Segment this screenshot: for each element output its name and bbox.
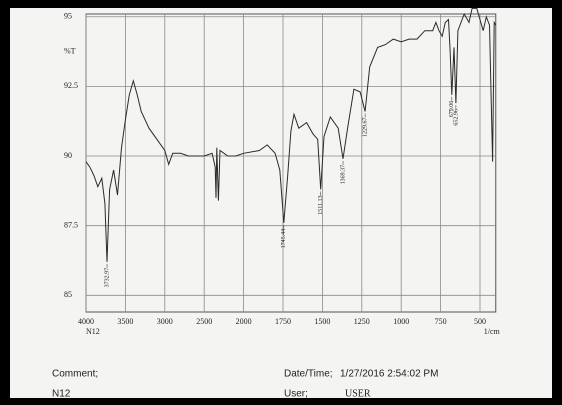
x-tick-label: 3500 — [117, 317, 133, 326]
peak-label: 3732.97 — [104, 268, 110, 288]
x-tick-label: 2500 — [196, 317, 212, 326]
x-tick-label: 750 — [435, 317, 447, 326]
peak-label: 1229.67 — [362, 117, 368, 137]
panel — [10, 8, 552, 398]
x-tick-label: 1250 — [354, 317, 370, 326]
user-label: User; — [284, 389, 308, 400]
peak-label: 652.96 — [453, 109, 459, 126]
spectrum-line — [85, 7, 497, 262]
x-tick-label: 1750 — [275, 317, 291, 326]
user: USER — [345, 388, 371, 399]
x-tick-label: 1500 — [314, 317, 330, 326]
x-tick-label: 2000 — [236, 317, 252, 326]
peak-label: 679.06 — [449, 101, 455, 118]
comment: N12 — [52, 389, 71, 400]
date-label: Date/Time; — [284, 369, 333, 380]
x-axis-sublabel: N12 — [86, 327, 100, 336]
y-tick-label: 85 — [64, 290, 72, 299]
x-tick-label: 1000 — [393, 317, 409, 326]
y-tick-label: 87.5 — [64, 220, 78, 229]
x-tick-label: 500 — [474, 317, 486, 326]
peak-label: 1511.13 — [318, 195, 324, 214]
x-axis-label: 1/cm — [484, 327, 501, 336]
x-tick-label: 4000 — [78, 317, 94, 326]
peak-label: 1369.37 — [340, 165, 346, 185]
comment-label: Comment; — [52, 369, 98, 380]
y-axis-label: %T — [64, 46, 76, 55]
date: 1/27/2016 2:54:02 PM — [340, 369, 438, 380]
peak-label: 1745.44 — [281, 229, 287, 249]
y-tick-label: 92.5 — [64, 81, 78, 90]
y-tick-label: 95 — [64, 12, 72, 21]
y-tick-label: 90 — [64, 151, 72, 160]
x-tick-label: 3000 — [157, 317, 173, 326]
